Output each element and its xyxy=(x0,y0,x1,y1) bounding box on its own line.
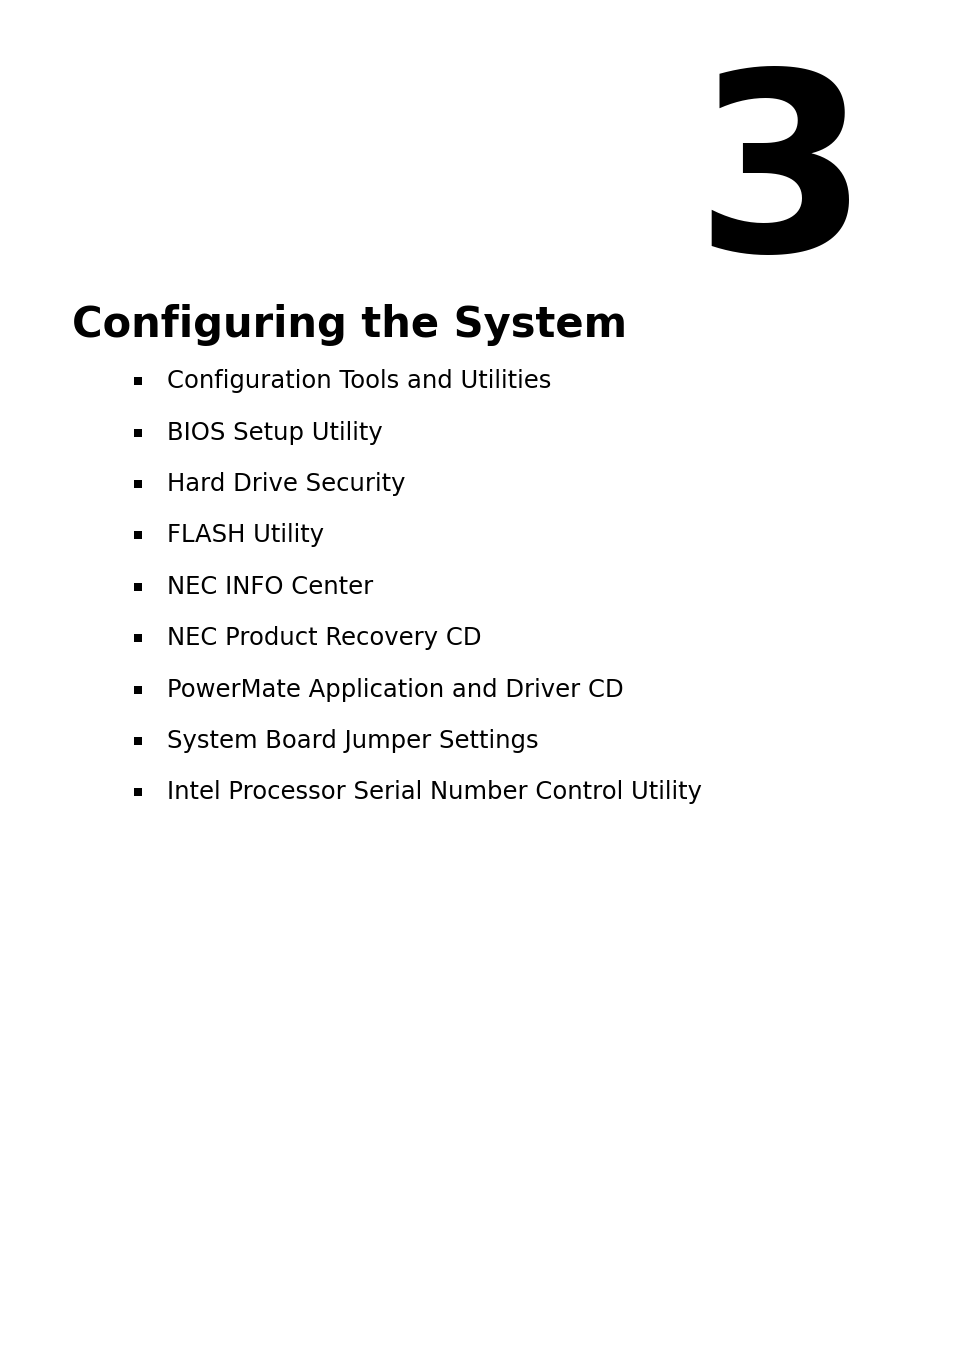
Text: Hard Drive Security: Hard Drive Security xyxy=(167,472,405,496)
Text: NEC INFO Center: NEC INFO Center xyxy=(167,575,373,599)
Text: PowerMate Application and Driver CD: PowerMate Application and Driver CD xyxy=(167,677,623,702)
Text: Configuring the System: Configuring the System xyxy=(71,304,626,346)
Text: 3: 3 xyxy=(694,61,867,303)
Text: Intel Processor Serial Number Control Utility: Intel Processor Serial Number Control Ut… xyxy=(167,780,701,804)
Text: BIOS Setup Utility: BIOS Setup Utility xyxy=(167,420,382,445)
Text: NEC Product Recovery CD: NEC Product Recovery CD xyxy=(167,626,481,650)
Text: FLASH Utility: FLASH Utility xyxy=(167,523,324,548)
Text: System Board Jumper Settings: System Board Jumper Settings xyxy=(167,729,538,753)
Text: Configuration Tools and Utilities: Configuration Tools and Utilities xyxy=(167,369,551,393)
